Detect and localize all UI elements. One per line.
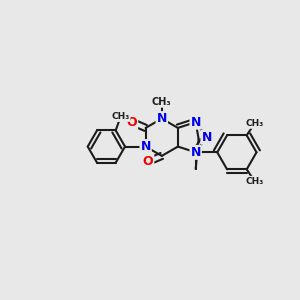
Text: N: N [201, 131, 212, 144]
Text: N: N [190, 146, 201, 159]
Text: O: O [143, 155, 153, 168]
Text: O: O [127, 116, 137, 128]
Text: CH₃: CH₃ [245, 177, 264, 186]
Text: N: N [190, 116, 201, 129]
Text: CH₃: CH₃ [245, 119, 264, 128]
Text: N: N [157, 112, 167, 125]
Text: N: N [140, 140, 151, 153]
Text: CH₃: CH₃ [112, 112, 130, 121]
Text: CH₃: CH₃ [152, 97, 172, 107]
